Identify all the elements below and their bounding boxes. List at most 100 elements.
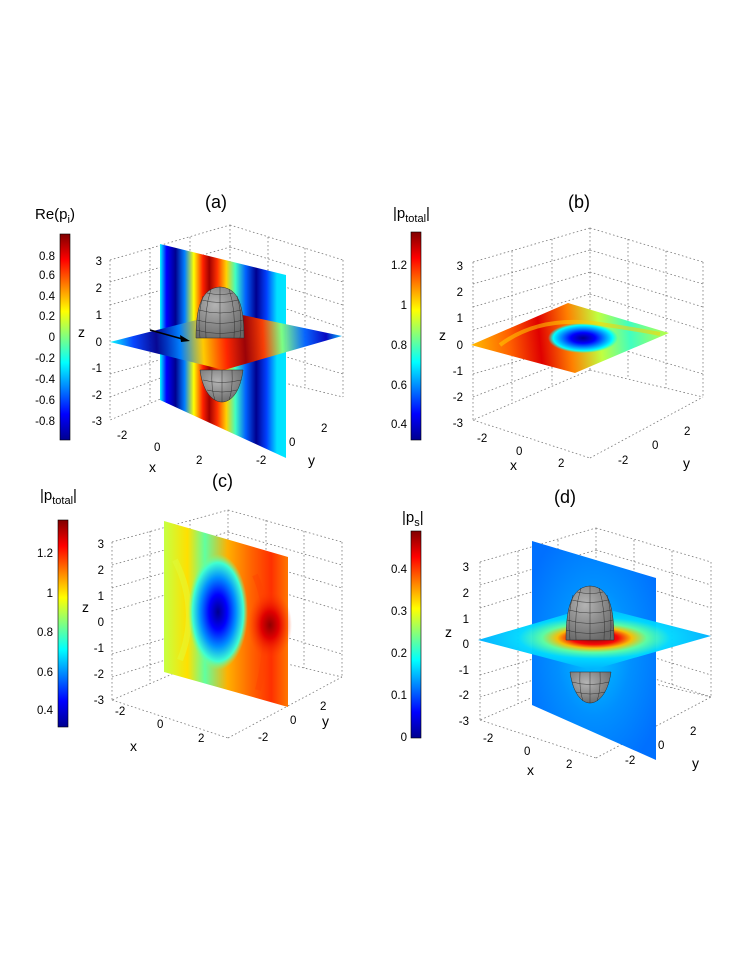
colorbar-tick: -0.2 bbox=[35, 353, 55, 365]
colorbar-tick: 0.4 bbox=[391, 419, 408, 431]
panel-title: (d) bbox=[554, 487, 576, 507]
field-minimum bbox=[548, 323, 618, 353]
x-tick: -2 bbox=[477, 433, 487, 445]
y-tick: -2 bbox=[258, 732, 268, 744]
xy-plane-slice bbox=[110, 312, 342, 370]
y-tick: 0 bbox=[289, 437, 295, 449]
z-axis-label: z bbox=[78, 324, 85, 340]
z-tick: 0 bbox=[463, 639, 469, 651]
z-tick: 2 bbox=[98, 565, 104, 577]
field-band bbox=[498, 319, 661, 347]
colorbar-tick: 0.1 bbox=[391, 690, 407, 702]
x-tick: -2 bbox=[117, 430, 127, 442]
z-tick: 0 bbox=[457, 340, 463, 352]
colorbar-ticks: 1.2 1 0.8 0.6 0.4 bbox=[37, 548, 54, 717]
y-tick: 0 bbox=[290, 715, 296, 727]
x-tick: 0 bbox=[157, 719, 163, 731]
ellipsoid bbox=[565, 585, 615, 704]
colorbar-tick: 0.2 bbox=[39, 311, 55, 323]
z-tick: 2 bbox=[463, 588, 469, 600]
z-tick: 1 bbox=[457, 313, 463, 325]
colorbar-label: |ptotal| bbox=[393, 205, 430, 225]
colorbar-tick: -0.6 bbox=[35, 395, 55, 407]
colorbar-tick: 1.2 bbox=[37, 548, 53, 560]
colorbar-tick: 0.2 bbox=[391, 648, 407, 660]
incident-arrow bbox=[149, 329, 190, 342]
colorbar-tick: 0 bbox=[49, 332, 55, 344]
x-axis-label: x bbox=[527, 762, 534, 778]
colorbar-tick: 0.8 bbox=[39, 251, 55, 263]
z-axis-label: z bbox=[82, 599, 89, 615]
y-tick: 2 bbox=[320, 701, 326, 713]
colorbar-ticks: 0.8 0.6 0.4 0.2 0 -0.2 -0.4 -0.6 -0.8 bbox=[35, 251, 55, 428]
z-tick: -1 bbox=[453, 366, 463, 378]
field-minimum bbox=[188, 554, 248, 670]
colorbar-label: |ptotal| bbox=[40, 487, 77, 507]
z-tick: 2 bbox=[96, 283, 102, 295]
z-tick: 1 bbox=[96, 310, 102, 322]
colorbar-tick: 1.2 bbox=[391, 260, 407, 272]
x-axis-label: x bbox=[510, 457, 517, 473]
x-tick: 2 bbox=[566, 759, 572, 771]
z-tick: 3 bbox=[463, 562, 469, 574]
colorbar-tick: 1 bbox=[47, 588, 53, 600]
colorbar-tick: 0.6 bbox=[391, 380, 407, 392]
colorbar-tick: 0.4 bbox=[391, 564, 408, 576]
colorbar-tick: -0.8 bbox=[35, 416, 55, 428]
z-tick: -3 bbox=[459, 716, 469, 728]
panel-title: (c) bbox=[212, 471, 233, 491]
y-tick: -2 bbox=[625, 755, 635, 767]
z-tick: 2 bbox=[457, 287, 463, 299]
colorbar-tick: -0.4 bbox=[35, 374, 55, 386]
z-axis-label: z bbox=[439, 327, 446, 343]
x-tick: 2 bbox=[198, 733, 204, 745]
z-tick: -2 bbox=[92, 390, 102, 402]
z-tick: -3 bbox=[453, 418, 463, 430]
colorbar bbox=[57, 519, 69, 728]
colorbar-label: |ps| bbox=[402, 509, 424, 529]
colorbar bbox=[410, 530, 422, 739]
z-tick: 0 bbox=[96, 337, 102, 349]
colorbar-tick: 1 bbox=[401, 300, 407, 312]
y-axis-label: y bbox=[692, 755, 699, 771]
z-ticks: 3 2 1 0 -1 -2 -3 bbox=[92, 256, 102, 428]
z-ticks: 3 2 1 0 -1 -2 -3 bbox=[459, 562, 469, 728]
z-ticks: 3 2 1 0 -1 -2 -3 bbox=[453, 261, 463, 430]
z-tick: -3 bbox=[92, 416, 102, 428]
x-tick: 0 bbox=[524, 746, 530, 758]
panel-title: (a) bbox=[205, 192, 227, 212]
panel-title: (b) bbox=[568, 192, 590, 212]
colorbar-tick: 0.4 bbox=[39, 291, 56, 303]
x-axis-label: x bbox=[149, 459, 156, 475]
x-tick: -2 bbox=[115, 706, 125, 718]
colorbar-tick: 0.8 bbox=[391, 340, 407, 352]
z-tick: -1 bbox=[459, 665, 469, 677]
z-tick: 3 bbox=[98, 539, 104, 551]
x-tick: 0 bbox=[516, 446, 522, 458]
z-tick: -1 bbox=[92, 363, 102, 375]
x-axis-label: x bbox=[130, 738, 137, 754]
y-tick: 2 bbox=[321, 423, 327, 435]
y-axis-label: y bbox=[322, 713, 329, 729]
z-tick: 3 bbox=[96, 256, 102, 268]
z-tick: -2 bbox=[453, 392, 463, 404]
colorbar-tick: 0.3 bbox=[391, 606, 407, 618]
x-tick: -2 bbox=[483, 733, 493, 745]
colorbar-ticks: 1.2 1 0.8 0.6 0.4 bbox=[391, 260, 408, 431]
y-tick: -2 bbox=[618, 455, 628, 467]
colorbar-tick: 0.4 bbox=[37, 705, 54, 717]
y-tick: 2 bbox=[684, 426, 690, 438]
ellipsoid bbox=[195, 286, 245, 403]
z-ticks: 3 2 1 0 -1 -2 -3 bbox=[94, 539, 104, 707]
z-tick: 0 bbox=[98, 617, 104, 629]
z-tick: -1 bbox=[94, 643, 104, 655]
y-axis-label: y bbox=[683, 455, 690, 471]
y-tick: 0 bbox=[658, 740, 664, 752]
x-tick: 0 bbox=[154, 442, 160, 454]
x-tick: 2 bbox=[558, 458, 564, 470]
z-tick: -2 bbox=[459, 690, 469, 702]
